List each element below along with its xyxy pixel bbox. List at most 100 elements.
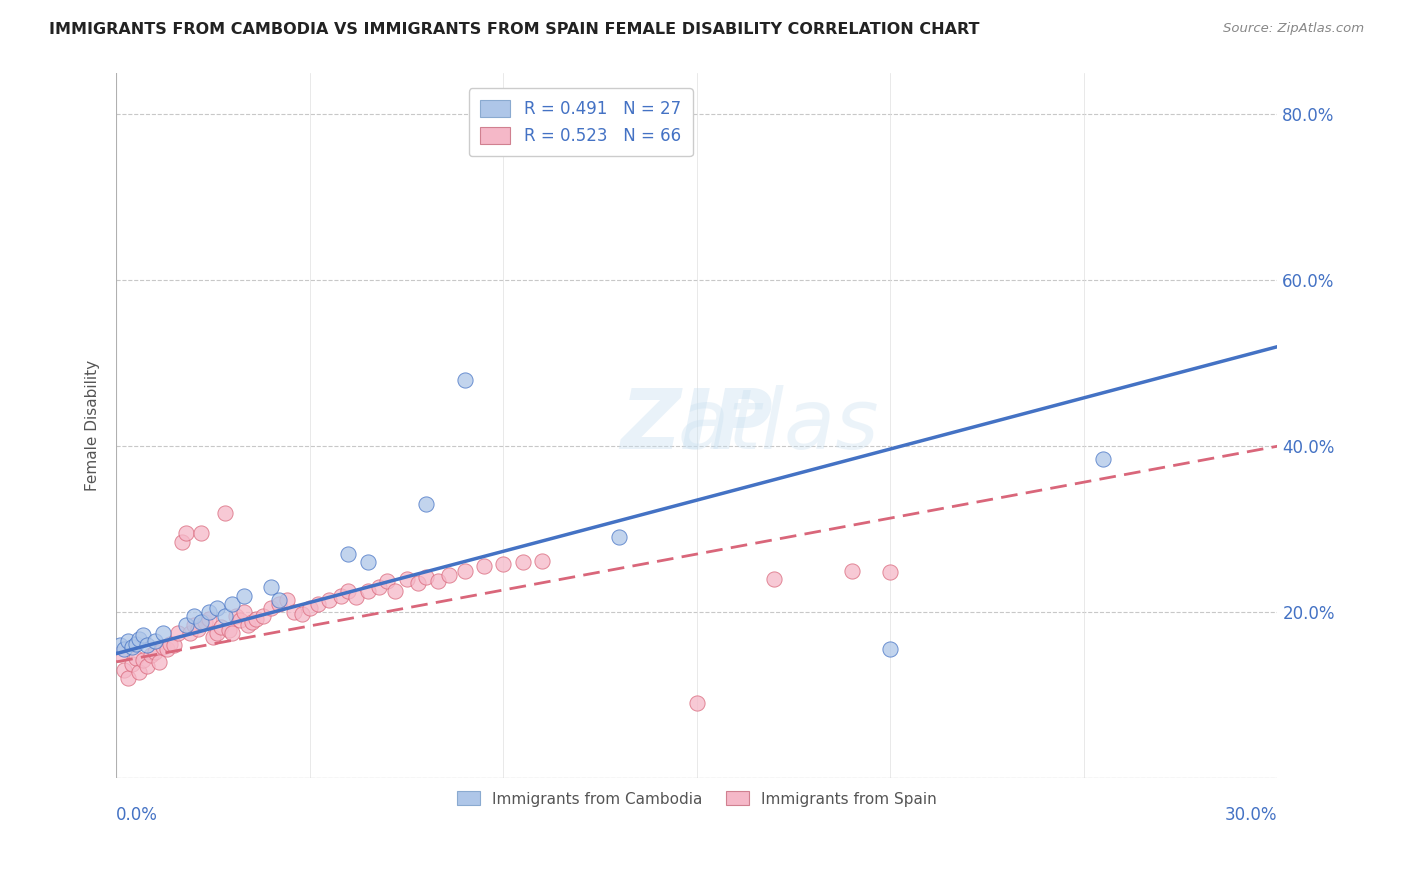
Point	[375, 574, 398, 588]
Point	[415, 497, 437, 511]
Point	[337, 547, 360, 561]
Point	[225, 609, 247, 624]
Point	[233, 589, 256, 603]
Point	[233, 605, 256, 619]
Point	[453, 373, 475, 387]
Text: ZIP: ZIP	[620, 385, 773, 466]
Point	[283, 605, 305, 619]
Point	[152, 625, 174, 640]
Point	[128, 632, 150, 646]
Point	[453, 564, 475, 578]
Point	[139, 648, 162, 663]
Point	[426, 574, 449, 588]
Point	[291, 607, 314, 621]
Point	[841, 564, 863, 578]
Point	[229, 614, 252, 628]
Point	[344, 590, 367, 604]
Point	[879, 642, 901, 657]
Point	[202, 630, 225, 644]
Point	[179, 625, 201, 640]
Point	[221, 597, 243, 611]
Point	[879, 566, 901, 580]
Point	[298, 601, 321, 615]
Point	[472, 559, 495, 574]
Point	[190, 615, 212, 629]
Point	[108, 638, 131, 652]
Y-axis label: Female Disability: Female Disability	[86, 360, 100, 491]
Point	[167, 625, 190, 640]
Point	[205, 625, 228, 640]
Point	[170, 534, 193, 549]
Point	[209, 620, 232, 634]
Point	[307, 597, 329, 611]
Point	[384, 584, 406, 599]
Point	[221, 625, 243, 640]
Point	[143, 634, 166, 648]
Point	[117, 672, 139, 686]
Point	[368, 580, 391, 594]
Point	[406, 576, 429, 591]
Point	[214, 506, 236, 520]
Point	[198, 605, 221, 619]
Point	[124, 650, 146, 665]
Point	[395, 572, 418, 586]
Point	[152, 640, 174, 654]
Point	[236, 617, 259, 632]
Point	[329, 589, 352, 603]
Point	[136, 638, 159, 652]
Point	[260, 601, 283, 615]
Point	[183, 609, 205, 624]
Point	[245, 612, 267, 626]
Point	[214, 609, 236, 624]
Point	[686, 697, 709, 711]
Point	[267, 592, 290, 607]
Point	[437, 567, 460, 582]
Point	[252, 609, 274, 624]
Point	[132, 653, 155, 667]
Point	[194, 615, 217, 629]
Point	[124, 637, 146, 651]
Point	[174, 617, 197, 632]
Point	[163, 638, 186, 652]
Point	[512, 555, 534, 569]
Point	[609, 531, 631, 545]
Point	[205, 601, 228, 615]
Text: 0.0%: 0.0%	[117, 806, 157, 824]
Point	[1092, 451, 1115, 466]
Point	[112, 663, 135, 677]
Point	[117, 634, 139, 648]
Point	[260, 580, 283, 594]
Point	[357, 584, 380, 599]
Point	[531, 554, 554, 568]
Point	[174, 526, 197, 541]
Point	[357, 555, 380, 569]
Text: atlas: atlas	[678, 385, 879, 466]
Point	[121, 657, 143, 671]
Point	[318, 592, 340, 607]
Point	[240, 615, 263, 629]
Point	[159, 637, 181, 651]
Point	[155, 642, 177, 657]
Point	[187, 622, 209, 636]
Point	[415, 570, 437, 584]
Point	[492, 557, 515, 571]
Point	[112, 642, 135, 657]
Point	[132, 628, 155, 642]
Point	[198, 612, 221, 626]
Point	[276, 592, 298, 607]
Point	[121, 640, 143, 654]
Point	[108, 647, 131, 661]
Point	[143, 645, 166, 659]
Legend: Immigrants from Cambodia, Immigrants from Spain: Immigrants from Cambodia, Immigrants fro…	[451, 785, 942, 813]
Point	[763, 572, 786, 586]
Point	[190, 526, 212, 541]
Text: 30.0%: 30.0%	[1225, 806, 1278, 824]
Point	[337, 584, 360, 599]
Text: IMMIGRANTS FROM CAMBODIA VS IMMIGRANTS FROM SPAIN FEMALE DISABILITY CORRELATION : IMMIGRANTS FROM CAMBODIA VS IMMIGRANTS F…	[49, 22, 980, 37]
Point	[183, 617, 205, 632]
Point	[136, 659, 159, 673]
Point	[267, 597, 290, 611]
Point	[128, 665, 150, 679]
Text: Source: ZipAtlas.com: Source: ZipAtlas.com	[1223, 22, 1364, 36]
Point	[148, 655, 170, 669]
